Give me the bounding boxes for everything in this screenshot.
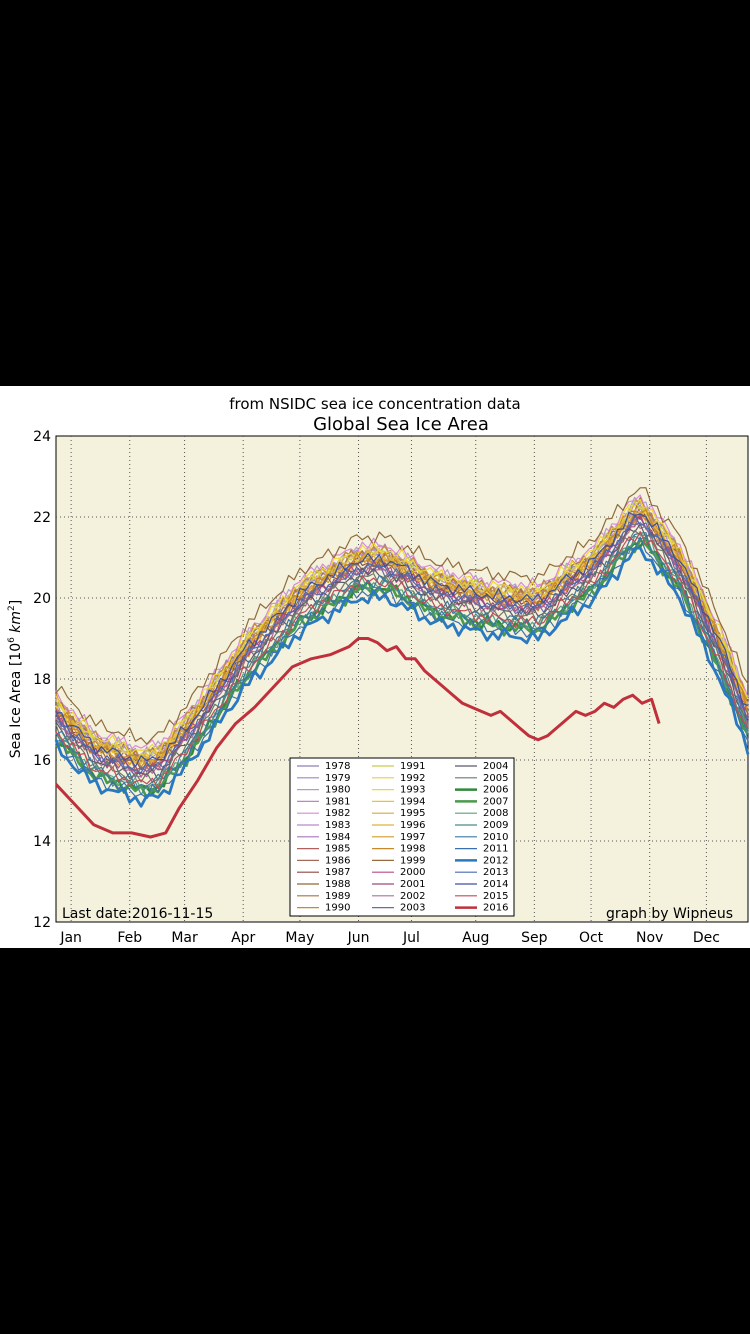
legend-label: 1992 — [400, 773, 425, 784]
legend: 1978197919801981198219831984198519861987… — [289, 757, 515, 917]
legend-label: 2010 — [483, 832, 508, 843]
legend-label: 1990 — [325, 903, 350, 914]
y-tick-label: 18 — [33, 672, 51, 688]
sea-ice-chart: from NSIDC sea ice concentration data Gl… — [7, 395, 750, 946]
x-tick-label: May — [285, 930, 314, 946]
x-tick-label: Oct — [579, 930, 604, 946]
legend-label: 1983 — [325, 820, 350, 831]
y-tick-label: 14 — [33, 834, 51, 850]
legend-label: 1981 — [325, 796, 350, 807]
series-lines — [54, 487, 750, 839]
legend-label: 1984 — [325, 832, 350, 843]
legend-label: 2007 — [483, 796, 508, 807]
series-line — [55, 535, 749, 796]
legend-label: 2009 — [483, 820, 508, 831]
x-tick-label: Aug — [462, 930, 489, 946]
legend-label: 1987 — [325, 867, 350, 878]
x-tick-label: Sep — [521, 930, 548, 946]
x-tick-label: Apr — [231, 930, 255, 946]
legend-label: 2003 — [400, 903, 425, 914]
series-line — [55, 498, 749, 756]
legend-label: 1980 — [325, 785, 350, 796]
legend-label: 1991 — [400, 761, 425, 772]
last-date-annotation: Last date:2016-11-15 — [62, 906, 213, 922]
legend-label: 2008 — [483, 808, 508, 819]
legend-label: 2014 — [483, 879, 508, 890]
chart-subtitle: from NSIDC sea ice concentration data — [229, 395, 521, 413]
legend-label: 1989 — [325, 891, 350, 902]
legend-label: 1982 — [325, 808, 350, 819]
legend-label: 2015 — [483, 891, 508, 902]
legend-label: 1999 — [400, 855, 425, 866]
x-tick-label: Nov — [636, 930, 663, 946]
x-tick-label: Jul — [402, 930, 420, 946]
legend-label: 1993 — [400, 785, 425, 796]
legend-label: 1997 — [400, 832, 425, 843]
legend-label: 1988 — [325, 879, 350, 890]
series-line — [55, 494, 749, 752]
series-line — [55, 511, 749, 768]
legend-label: 1996 — [400, 820, 425, 831]
legend-label: 1986 — [325, 855, 350, 866]
y-tick-label: 16 — [33, 753, 51, 769]
series-line — [54, 546, 750, 808]
x-tick-label: Jan — [59, 930, 82, 946]
y-tick-label: 22 — [33, 510, 51, 526]
credit-annotation: graph by Wipneus — [606, 906, 733, 922]
series-line — [55, 530, 749, 790]
series-line — [55, 531, 749, 790]
series-line — [55, 521, 749, 779]
y-tick-label: 24 — [33, 429, 51, 445]
legend-label: 2004 — [483, 761, 508, 772]
legend-label: 2005 — [483, 773, 508, 784]
series-line — [54, 637, 661, 839]
series-line — [55, 530, 749, 784]
legend-label: 2006 — [483, 785, 508, 796]
legend-label: 1995 — [400, 808, 425, 819]
y-axis-label: Sea Ice Area [106 km2] — [7, 600, 24, 759]
legend-label: 2016 — [483, 903, 508, 914]
legend-label: 2011 — [483, 844, 508, 855]
legend-label: 2002 — [400, 891, 425, 902]
series-line — [55, 536, 749, 799]
series-line — [55, 506, 749, 765]
x-tick-label: Jun — [347, 930, 370, 946]
legend-label: 2013 — [483, 867, 508, 878]
x-tick-label: Mar — [171, 930, 198, 946]
series-line — [55, 514, 749, 774]
legend-label: 2012 — [483, 855, 508, 866]
x-tick-label: Feb — [117, 930, 142, 946]
y-tick-label: 12 — [33, 915, 51, 931]
legend-label: 1978 — [325, 761, 350, 772]
chart-title: Global Sea Ice Area — [313, 414, 489, 435]
axis-ticks: 12 14 16 18 20 22 24 Jan Feb Mar Apr May Jun Jul Aug Se… — [33, 429, 720, 946]
x-tick-label: Dec — [693, 930, 720, 946]
legend-label: 2001 — [400, 879, 425, 890]
legend-label: 1985 — [325, 844, 350, 855]
legend-label: 1998 — [400, 844, 425, 855]
y-tick-label: 20 — [33, 591, 51, 607]
chart-panel: from NSIDC sea ice concentration data Gl… — [0, 386, 750, 948]
legend-label: 1979 — [325, 773, 350, 784]
legend-label: 1994 — [400, 796, 425, 807]
legend-label: 2000 — [400, 867, 425, 878]
